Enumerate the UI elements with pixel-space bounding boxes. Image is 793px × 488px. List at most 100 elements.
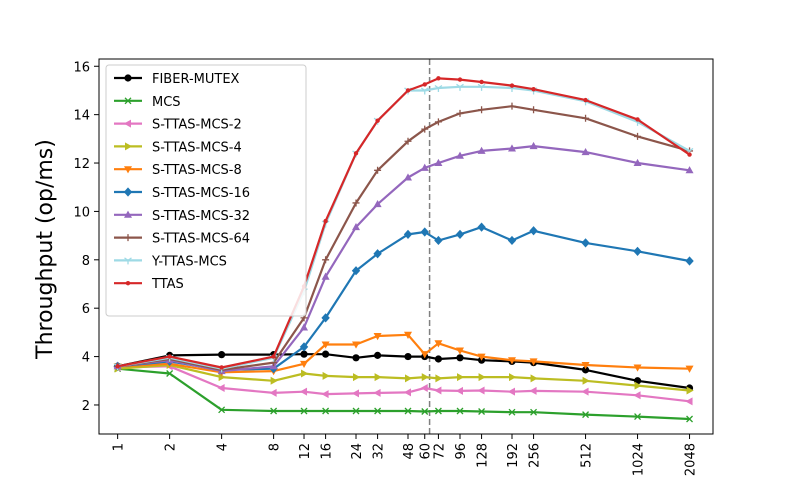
y-tick-label: 14 (73, 109, 90, 124)
data-point (436, 76, 441, 81)
data-point (166, 370, 174, 377)
y-tick-label: 8 (82, 254, 90, 269)
x-tick-label: 128 (476, 443, 491, 468)
legend-label: S-TTAS-MCS-2 (152, 118, 242, 133)
data-point (434, 340, 443, 348)
data-point (352, 407, 360, 415)
data-point (124, 234, 132, 242)
data-point (581, 362, 590, 370)
data-point (351, 389, 360, 398)
y-tick-label: 6 (82, 302, 90, 317)
data-point (373, 388, 381, 397)
data-point (477, 83, 486, 91)
data-point (686, 386, 694, 395)
data-point (374, 373, 382, 382)
data-point (115, 364, 120, 369)
data-point (581, 238, 590, 248)
series-line (117, 105, 690, 371)
data-point (300, 350, 308, 358)
x-tick-label: 24 (350, 443, 365, 460)
data-point (322, 256, 330, 264)
data-point (404, 352, 412, 361)
data-point (404, 331, 413, 340)
legend-entry: S-TTAS-MCS-8 (114, 163, 242, 178)
data-point (167, 354, 172, 359)
data-point (455, 151, 464, 159)
data-point (321, 341, 330, 349)
series-line (117, 353, 690, 390)
data-point (434, 407, 442, 415)
data-point (633, 391, 641, 400)
x-tick-label: 2048 (684, 443, 699, 476)
data-point (403, 229, 413, 240)
data-point (353, 373, 361, 382)
data-point (456, 373, 465, 382)
data-point (583, 97, 588, 103)
data-point (687, 152, 692, 157)
data-point (421, 125, 429, 133)
data-point (507, 357, 516, 365)
data-point (509, 83, 515, 88)
data-point (422, 82, 427, 87)
data-point (634, 381, 642, 390)
data-point (508, 408, 516, 416)
x-tick-label: 60 (419, 443, 434, 460)
x-tick-label: 192 (506, 443, 521, 468)
legend-entry: S-TTAS-MCS-16 (114, 186, 250, 201)
y-axis-title: Throughput (op/ms) (33, 139, 58, 360)
data-point (322, 371, 330, 380)
data-point (300, 323, 309, 331)
data-point (456, 407, 464, 415)
data-point (321, 390, 329, 399)
data-point (434, 386, 442, 395)
data-point (581, 147, 590, 156)
data-point (125, 281, 131, 286)
data-point (270, 376, 278, 385)
data-point (124, 210, 132, 218)
data-point (404, 173, 413, 181)
data-point (685, 166, 694, 174)
data-point (123, 119, 131, 128)
x-tick-label: 4 (216, 443, 231, 451)
series-s-ttas-mcs-32 (113, 141, 694, 375)
legend-label: S-TTAS-MCS-8 (152, 163, 242, 178)
data-point (435, 374, 443, 383)
series-line (117, 85, 691, 370)
series-line (117, 363, 690, 392)
data-point (374, 166, 382, 174)
data-point (125, 142, 133, 151)
data-point (634, 413, 642, 421)
data-point (300, 360, 309, 369)
data-point (352, 341, 361, 349)
data-point (456, 354, 464, 362)
data-point (124, 97, 132, 105)
data-point (404, 137, 412, 145)
legend-label: S-TTAS-MCS-32 (152, 209, 250, 224)
data-point (404, 407, 412, 415)
x-tick-label: 2 (164, 443, 179, 451)
data-point (478, 408, 486, 415)
legend: FIBER-MUTEX MCS S-TTAS-MCS-2 S-TTAS-MCS-4 S-… (105, 64, 307, 317)
data-point (686, 415, 694, 423)
legend-entry: TTAS (114, 277, 184, 292)
data-point (529, 358, 538, 366)
data-point (373, 249, 382, 259)
data-point (581, 387, 589, 396)
data-point (219, 365, 224, 370)
data-point (421, 408, 429, 415)
data-point (633, 364, 642, 372)
data-point (529, 386, 537, 395)
data-point (218, 406, 226, 414)
x-tick-label: 72 (432, 443, 447, 460)
legend-entry: S-TTAS-MCS-64 (114, 232, 250, 247)
data-point (323, 218, 328, 224)
data-point (373, 199, 382, 208)
data-point (300, 407, 308, 415)
data-point (374, 407, 382, 415)
data-point (685, 256, 694, 266)
data-point (477, 386, 485, 395)
legend-label: S-TTAS-MCS-4 (152, 140, 242, 155)
data-point (373, 333, 382, 341)
legend-label: TTAS (151, 277, 184, 292)
